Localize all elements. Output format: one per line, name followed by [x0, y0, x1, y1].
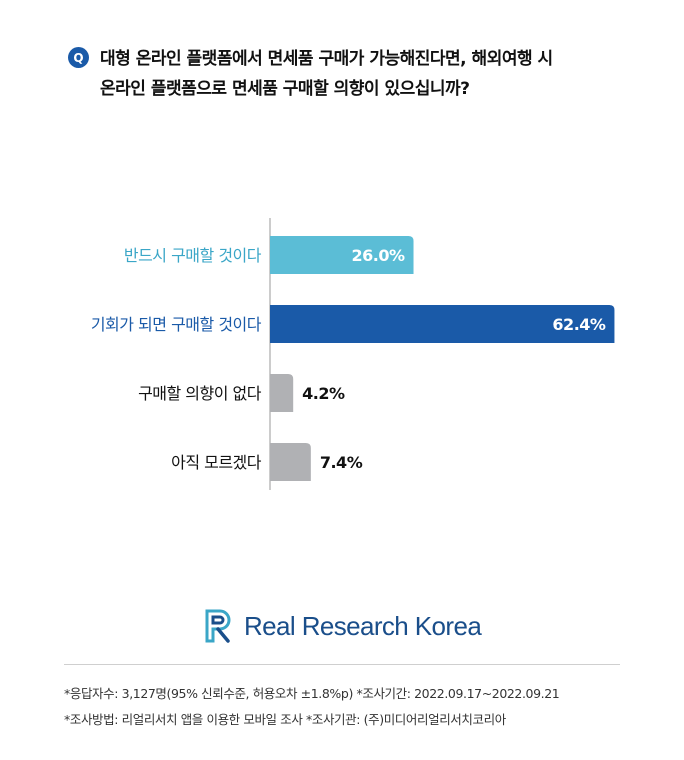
logo-mark-icon — [205, 609, 231, 643]
question-line-1: 대형 온라인 플랫폼에서 면세품 구매가 가능해진다면, 해외여행 시 — [100, 49, 553, 69]
q-badge: Q — [68, 47, 89, 68]
bar — [270, 443, 311, 481]
value-label: 4.2% — [302, 384, 345, 403]
logo-text: Real Research Korea — [244, 610, 482, 641]
category-label: 구매할 의향이 없다 — [138, 384, 262, 403]
value-label: 26.0% — [352, 246, 405, 265]
bar — [270, 374, 294, 412]
divider — [64, 664, 620, 665]
category-label: 아직 모르겠다 — [171, 453, 262, 472]
brand-logo: Real Research Korea — [204, 606, 482, 646]
question-line-2: 온라인 플랫폼으로 면세품 구매할 의향이 있으십니까? — [100, 79, 470, 99]
bar — [270, 236, 414, 274]
value-label: 7.4% — [320, 453, 363, 472]
bar-chart: 반드시 구매할 것이다 26.0% 기회가 되면 구매할 것이다 62.4% 구매할 의… — [91, 218, 615, 490]
survey-note-1: *응답자수: 3,127명(95% 신뢰수준, 허용오차 ±1.8%p) *조사… — [64, 686, 560, 701]
bar — [270, 305, 615, 343]
survey-note-2: *조사방법: 리얼리서치 앱을 이용한 모바일 조사 *조사기관: (주)미디어… — [64, 712, 506, 727]
question: Q 대형 온라인 플랫폼에서 면세품 구매가 가능해진다면, 해외여행 시 온라… — [68, 44, 648, 104]
category-label: 반드시 구매할 것이다 — [124, 246, 262, 265]
value-label: 62.4% — [552, 315, 605, 334]
category-label: 기회가 되면 구매할 것이다 — [91, 315, 262, 334]
question-text: 대형 온라인 플랫폼에서 면세품 구매가 가능해진다면, 해외여행 시 온라인 … — [100, 44, 648, 104]
